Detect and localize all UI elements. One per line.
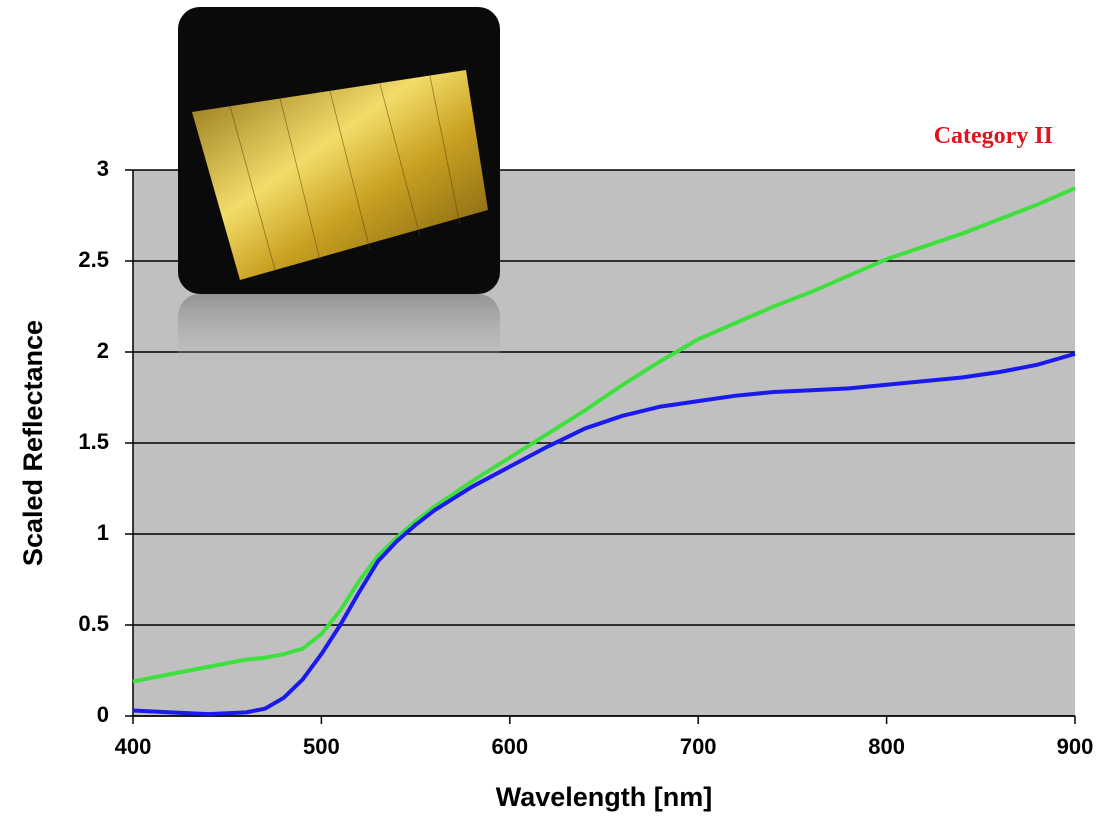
x-tick-label: 400 bbox=[115, 734, 152, 759]
y-tick-label: 2 bbox=[97, 338, 109, 363]
x-tick-label: 500 bbox=[303, 734, 340, 759]
annotation: Category II bbox=[934, 123, 1053, 149]
x-axis-title: Wavelength [nm] bbox=[496, 782, 713, 812]
y-axis-title: Scaled Reflectance bbox=[18, 320, 48, 566]
y-tick-label: 1 bbox=[97, 520, 109, 545]
series-line bbox=[132, 351, 1076, 717]
x-tick-label: 800 bbox=[868, 734, 905, 759]
y-tick-label: 1.5 bbox=[78, 429, 109, 454]
x-tick-label: 600 bbox=[491, 734, 528, 759]
x-tick-label: 700 bbox=[680, 734, 717, 759]
y-tick-label: 0.5 bbox=[78, 611, 109, 636]
photo-inset bbox=[178, 7, 500, 374]
y-tick-label: 3 bbox=[97, 156, 109, 181]
x-tick-label: 900 bbox=[1057, 734, 1094, 759]
y-tick-label: 0 bbox=[97, 702, 109, 727]
series-line bbox=[132, 186, 1076, 684]
y-tick-label: 2.5 bbox=[78, 247, 109, 272]
